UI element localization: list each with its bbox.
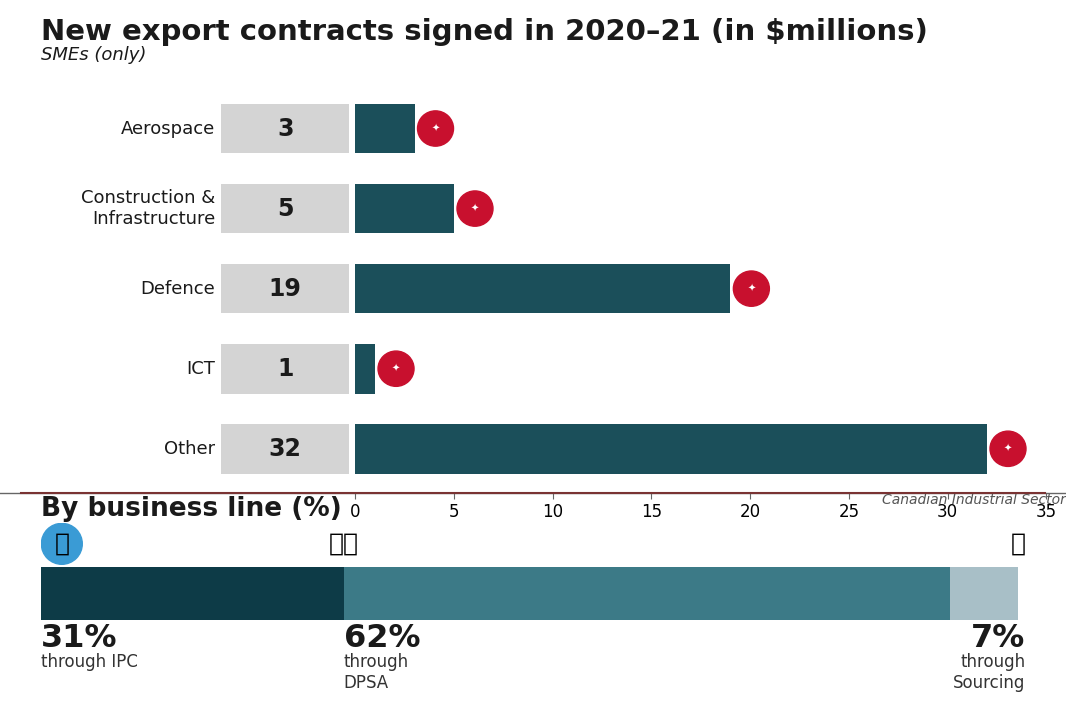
Bar (355, 344, 375, 394)
Text: SMEs (only): SMEs (only) (41, 46, 146, 64)
Text: 62%: 62% (343, 623, 420, 654)
Text: ✦: ✦ (471, 203, 479, 213)
Text: Other: Other (164, 440, 215, 458)
Bar (41, 567, 343, 620)
Bar (355, 264, 730, 313)
Text: 7%: 7% (971, 623, 1025, 654)
Bar (221, 424, 350, 474)
Text: 3: 3 (277, 117, 293, 141)
Ellipse shape (378, 351, 414, 386)
Text: ICT: ICT (187, 360, 215, 378)
Text: Aerospace: Aerospace (120, 120, 215, 137)
Text: Canadian Industrial Sector: Canadian Industrial Sector (883, 493, 1066, 507)
Text: Defence: Defence (141, 279, 215, 298)
Text: By business line (%): By business line (%) (41, 496, 341, 522)
Bar (950, 567, 1018, 620)
Bar (221, 264, 350, 313)
Text: ✦: ✦ (747, 284, 756, 294)
Text: 31%: 31% (41, 623, 117, 654)
Ellipse shape (733, 271, 770, 306)
Bar (221, 103, 350, 153)
Text: through
DPSA: through DPSA (343, 653, 408, 692)
Bar (355, 103, 415, 153)
Text: 1: 1 (277, 357, 293, 381)
Text: 19: 19 (269, 277, 302, 301)
Ellipse shape (990, 431, 1025, 467)
Text: 🇺🇸: 🇺🇸 (328, 532, 358, 556)
Ellipse shape (418, 111, 453, 146)
Text: through IPC: through IPC (41, 653, 138, 672)
Text: through
Sourcing: through Sourcing (953, 653, 1025, 692)
Text: Construction &
Infrastructure: Construction & Infrastructure (81, 189, 215, 228)
Bar (343, 567, 950, 620)
Text: 🍁: 🍁 (1011, 532, 1025, 556)
Ellipse shape (457, 191, 492, 226)
Text: 32: 32 (269, 436, 302, 460)
Text: ✦: ✦ (392, 364, 400, 374)
Text: New export contracts signed in 2020–21 (in $millions): New export contracts signed in 2020–21 (… (41, 18, 927, 46)
Text: 5: 5 (277, 196, 293, 220)
Bar (355, 424, 987, 474)
Text: 🌐: 🌐 (54, 532, 69, 556)
Bar (221, 184, 350, 234)
Text: ✦: ✦ (432, 123, 439, 134)
Circle shape (42, 523, 82, 565)
Bar (221, 344, 350, 394)
Bar (355, 184, 454, 234)
Text: ✦: ✦ (1004, 444, 1012, 454)
